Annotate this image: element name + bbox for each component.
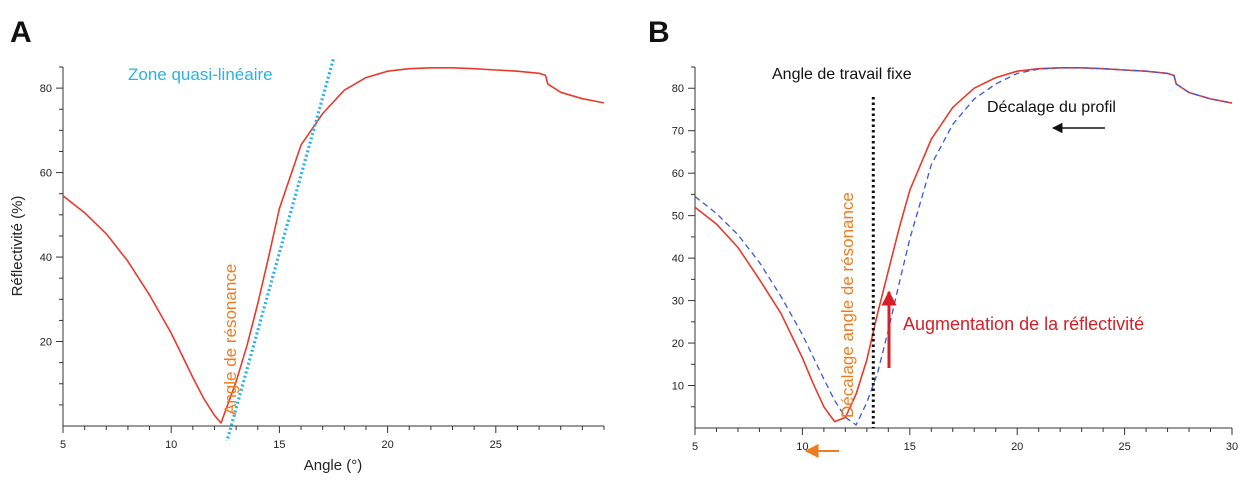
panel-a-letter: A <box>10 16 32 49</box>
panel-b-profile-shift-label: Décalage du profil <box>987 99 1116 116</box>
panel-b-y-tick-label: 70 <box>672 126 684 138</box>
panel-a-y-tick-label: 80 <box>40 83 52 95</box>
panel-a-x-tick-label: 10 <box>165 439 177 451</box>
panel-a: A 5 10 15 20 25 20 40 60 80 Angle (°) Réflectivi… <box>9 16 605 474</box>
panel-b-series-solid-line <box>695 67 1232 423</box>
panel-b-x-tick-label: 30 <box>1226 441 1238 453</box>
panel-a-series-solid-line <box>63 67 604 424</box>
panel-a-tangent-label: Zone quasi-linéaire <box>128 65 273 84</box>
panel-b-y-tick-label: 50 <box>672 211 684 223</box>
panel-a-series-dotted-line <box>225 58 336 441</box>
panel-b-x-tick-label: 25 <box>1118 441 1130 453</box>
panel-a-x-tick-label: 5 <box>60 439 66 451</box>
panel-b-reflectivity-label: Augmentation de la réflectivité <box>903 314 1144 334</box>
panel-a-y-axis-title: Réflectivité (%) <box>9 196 26 297</box>
panel-a-y-tick-label: 40 <box>40 252 52 264</box>
panel-a-resonance-label: Angle de résonance <box>221 264 240 415</box>
panel-b-x-tick-label: 15 <box>904 441 916 453</box>
panel-b-y-tick-label: 20 <box>672 338 684 350</box>
panel-b-series-dashed-line <box>695 67 1232 426</box>
panel-b-y-tick-label: 10 <box>672 381 684 393</box>
panel-a-x-axis-title: Angle (°) <box>304 457 363 474</box>
panel-b-y-tick-label: 40 <box>672 253 684 265</box>
panel-b-x-tick-label: 20 <box>1011 441 1023 453</box>
panel-a-x-tick-label: 20 <box>381 439 393 451</box>
panel-a-y-tick-label: 20 <box>40 337 52 349</box>
panel-b-working-angle-label: Angle de travail fixe <box>772 66 912 83</box>
panel-b-x-tick-label: 5 <box>692 441 698 453</box>
panel-b-series <box>695 67 1232 426</box>
panel-a-x-tick-label: 25 <box>490 439 502 451</box>
panel-b-y-tick-label: 30 <box>672 296 684 308</box>
panel-b-resonance-shift-label: Décalage angle de résonance <box>838 192 857 418</box>
panel-a-axes: 5 10 15 20 25 20 40 60 80 <box>40 66 605 451</box>
panel-a-series <box>63 58 604 441</box>
panel-a-x-tick-label: 15 <box>273 439 285 451</box>
panel-a-y-tick-label: 60 <box>40 168 52 180</box>
panel-b-y-tick-label: 80 <box>672 83 684 95</box>
panel-b-y-tick-label: 60 <box>672 168 684 180</box>
panel-b-letter: B <box>648 16 670 49</box>
